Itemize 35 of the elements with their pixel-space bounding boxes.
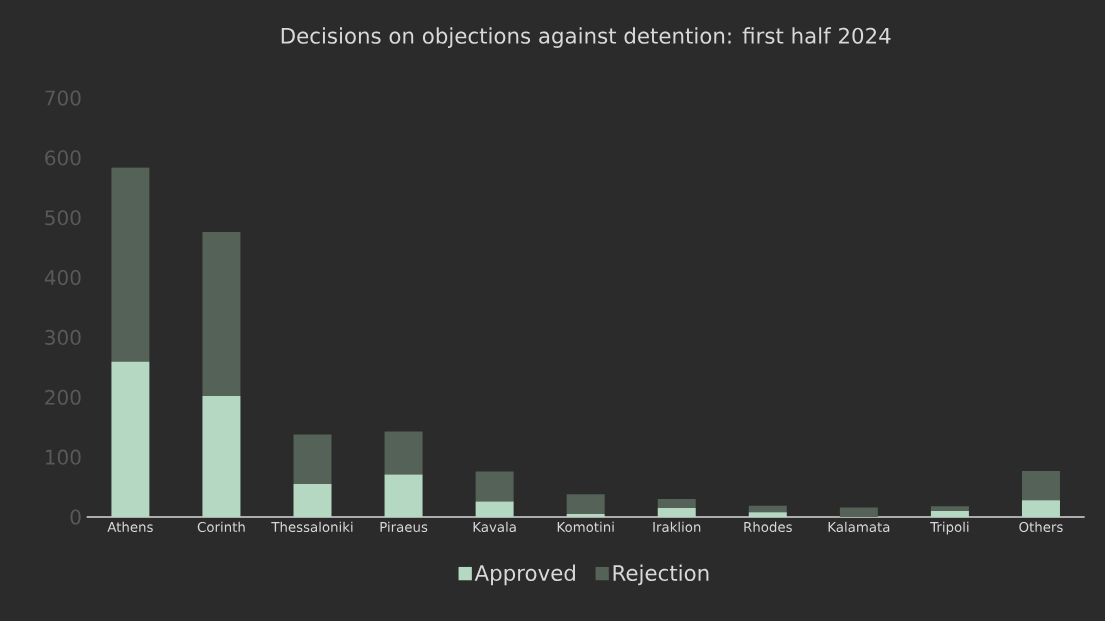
x-tick-label: Corinth — [197, 521, 245, 533]
bar — [566, 494, 605, 515]
legend-label: Approved — [474, 564, 575, 586]
bar — [293, 484, 332, 517]
bar — [748, 512, 787, 517]
bar — [111, 167, 150, 362]
x-tick-label: Others — [1019, 521, 1063, 533]
bar — [293, 434, 332, 485]
bar — [657, 499, 696, 509]
x-tick-label: Athens — [107, 521, 153, 533]
x-tick-label: Iraklion — [653, 521, 701, 533]
bar — [475, 501, 514, 517]
bar — [839, 507, 878, 517]
x-tick-label: Kavala — [473, 521, 516, 533]
bar — [1021, 470, 1060, 501]
bar — [111, 361, 150, 517]
bar — [1021, 500, 1060, 517]
bar — [657, 508, 696, 517]
bar — [475, 471, 514, 502]
bar — [202, 232, 241, 397]
bar — [566, 514, 605, 517]
x-tick-label: Kalamata — [828, 521, 890, 533]
x-tick-label: Piraeus — [380, 521, 428, 533]
bar — [748, 505, 787, 513]
bar — [930, 511, 969, 517]
x-tick-label: Komotini — [557, 521, 614, 533]
bar — [384, 474, 423, 517]
x-tick-label: Thessaloniki — [271, 521, 353, 533]
legend-label: Rejection — [613, 564, 709, 586]
bar — [384, 431, 423, 475]
chart-title: Decisions on objections against detention: first half 2024 — [281, 27, 891, 48]
x-tick-label: Rhodes — [744, 521, 792, 533]
bar — [202, 396, 241, 517]
x-tick-label: Tripoli — [930, 521, 969, 535]
bar — [930, 506, 969, 512]
